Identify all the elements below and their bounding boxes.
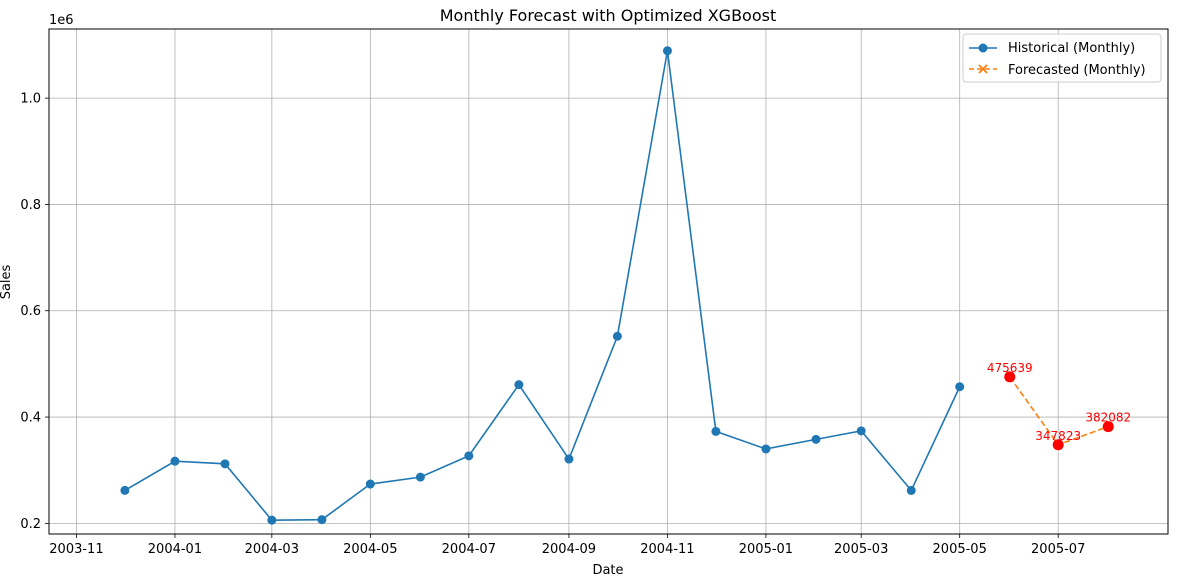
historical-point xyxy=(514,380,524,390)
historical-point xyxy=(811,434,821,444)
x-tick-label: 2004-07 xyxy=(442,542,496,557)
historical-point xyxy=(906,485,916,495)
x-tick-label: 2004-03 xyxy=(245,542,299,557)
y-tick-label: 0.6 xyxy=(20,304,41,319)
forecast-point xyxy=(1004,371,1016,383)
legend: Historical (Monthly) Forecasted (Monthly… xyxy=(962,33,1162,83)
forecast-value-label: 475639 xyxy=(987,361,1033,375)
plot-frame xyxy=(48,28,1169,535)
historical-point xyxy=(761,444,771,454)
historical-point xyxy=(711,426,721,436)
x-tick-label: 2003-11 xyxy=(49,542,103,557)
historical-point xyxy=(317,515,327,525)
historical-point xyxy=(955,382,965,392)
y-axis-label: Sales xyxy=(0,264,14,299)
y-axis-ticks: 0.2 0.4 0.6 0.8 1.0 xyxy=(20,92,49,532)
x-axis-ticks: 2003-11 2004-01 2004-03 2004-05 2004-07 2004-… xyxy=(49,534,1085,557)
historical-point xyxy=(856,426,866,436)
historical-point xyxy=(120,485,130,495)
historical-point xyxy=(662,46,672,56)
historical-point xyxy=(415,472,425,482)
historical-point xyxy=(564,454,574,464)
x-tick-label: 2005-05 xyxy=(933,542,987,557)
x-tick-label: 2005-03 xyxy=(834,542,888,557)
legend-forecast-label: Forecasted (Monthly) xyxy=(1008,63,1146,78)
y-tick-label: 0.4 xyxy=(20,411,41,426)
legend-box xyxy=(962,33,1162,83)
grid-lines xyxy=(49,29,1168,534)
forecast-value-label: 347823 xyxy=(1035,429,1081,443)
x-tick-label: 2004-05 xyxy=(343,542,397,557)
y-multiplier: 1e6 xyxy=(49,13,74,28)
forecast-value-label: 382082 xyxy=(1085,411,1131,425)
historical-point xyxy=(220,459,230,469)
historical-point xyxy=(464,451,474,461)
historical-point xyxy=(267,515,277,525)
y-tick-label: 1.0 xyxy=(20,92,41,107)
y-tick-label: 0.8 xyxy=(20,198,41,213)
x-tick-label: 2005-07 xyxy=(1031,542,1085,557)
legend-historical-marker xyxy=(978,43,988,53)
x-tick-label: 2004-01 xyxy=(148,542,202,557)
series-layer: 475639 347823 382082 xyxy=(120,46,1131,525)
historical-point xyxy=(365,479,375,489)
historical-point xyxy=(170,456,180,466)
x-tick-label: 2004-09 xyxy=(542,542,596,557)
chart-title: Monthly Forecast with Optimized XGBoost xyxy=(440,6,776,25)
historical-point xyxy=(612,331,622,341)
legend-historical-label: Historical (Monthly) xyxy=(1008,41,1135,56)
legend-forecast-marker xyxy=(978,64,988,74)
forecast-point xyxy=(1052,439,1064,451)
y-tick-label: 0.2 xyxy=(20,517,41,532)
forecast-point xyxy=(1102,421,1114,433)
x-tick-label: 2004-11 xyxy=(640,542,694,557)
x-axis-label: Date xyxy=(592,563,623,578)
historical-series-line xyxy=(124,50,961,521)
x-tick-label: 2005-01 xyxy=(739,542,793,557)
